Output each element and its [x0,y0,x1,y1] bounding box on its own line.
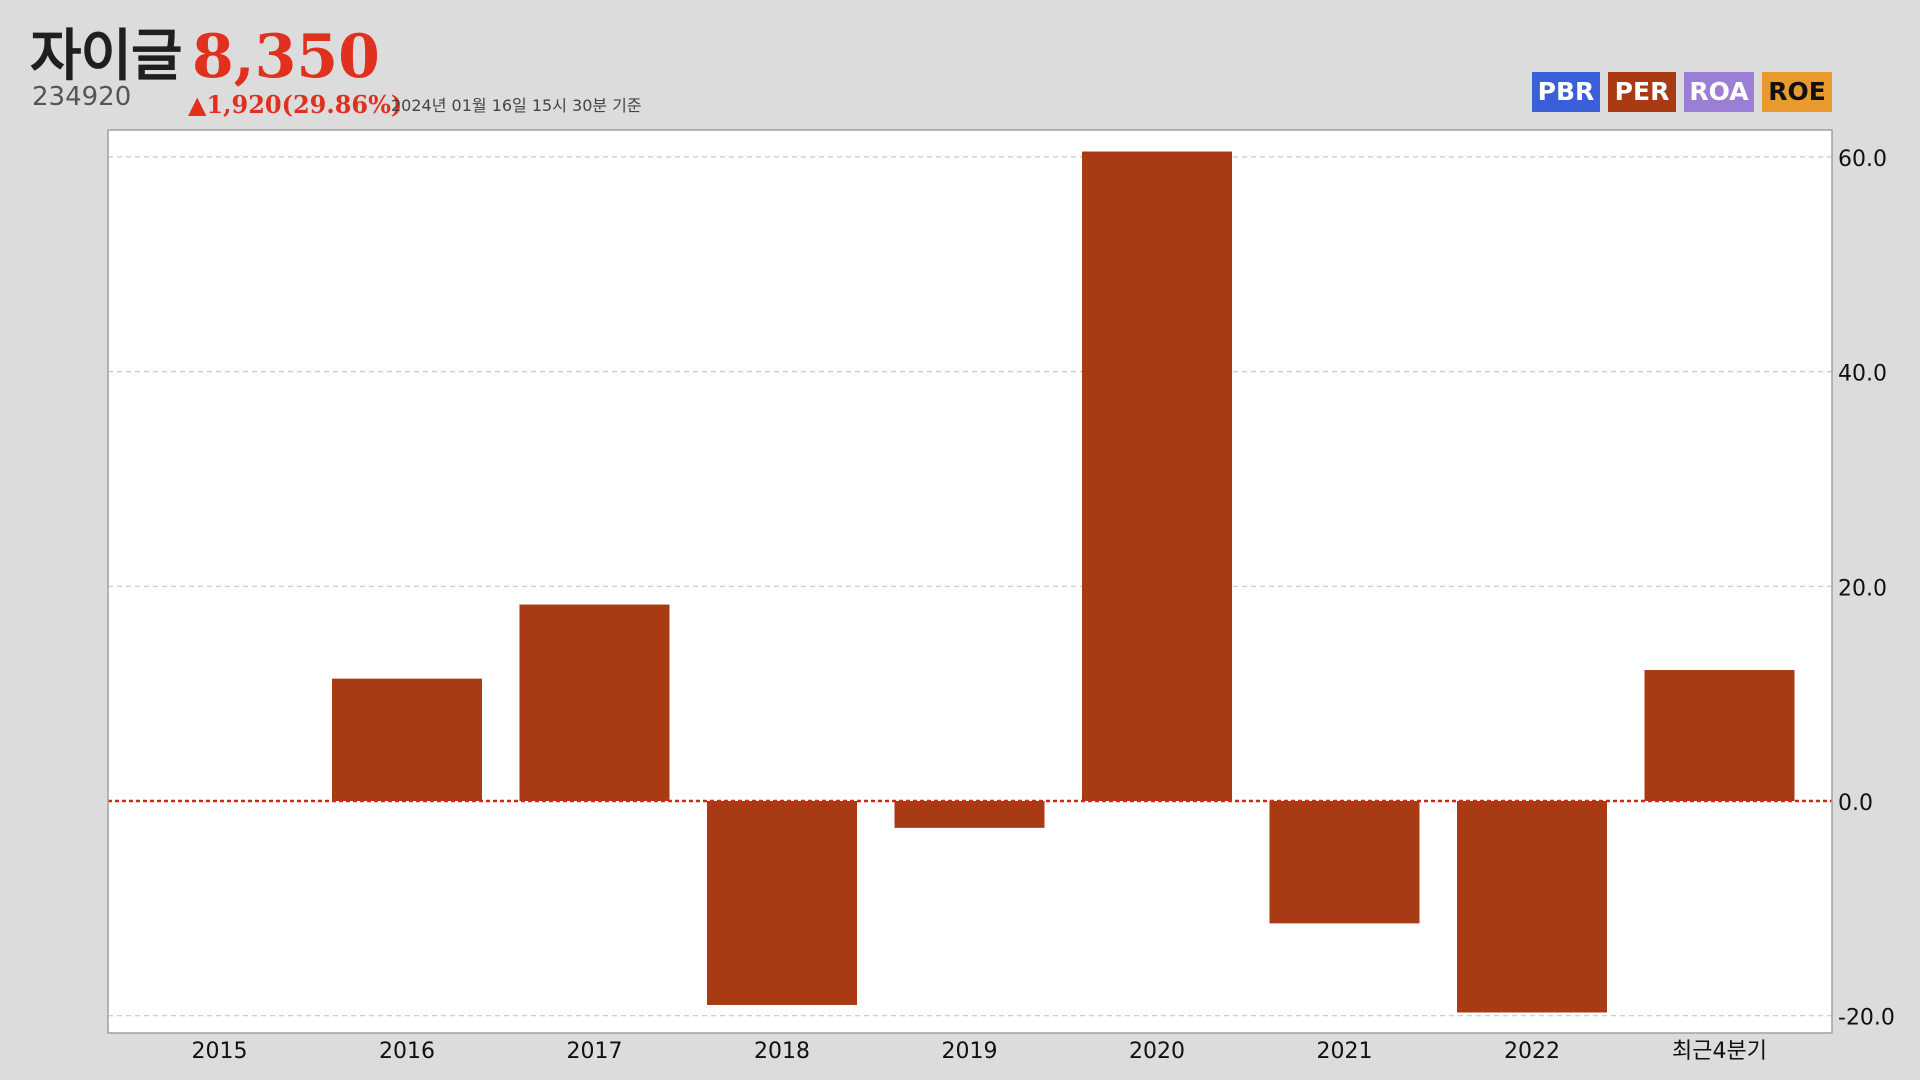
bar [332,678,482,801]
plot-frame [107,129,1833,1034]
bar [1082,151,1232,802]
x-tick-label: 최근4분기 [1672,1039,1767,1064]
x-tick-label: 2020 [1129,1039,1185,1064]
legend-roa-button[interactable]: ROA [1684,72,1754,112]
stock-code: 234920 [32,82,132,112]
y-tick-label: 0.0 [1838,791,1873,816]
y-tick-label: 60.0 [1838,147,1887,172]
legend-pbr-button[interactable]: PBR [1532,72,1600,112]
price-change: ▲1,920(29.86%) [188,90,403,119]
current-price: 8,350 [192,22,380,92]
x-tick-label: 2018 [754,1039,810,1064]
x-tick-label: 2022 [1504,1039,1560,1064]
y-tick-label: -20.0 [1838,1006,1895,1031]
x-tick-label: 2016 [379,1039,435,1064]
x-tick-label: 2017 [567,1039,623,1064]
bar [707,801,857,1005]
bar [519,604,670,801]
legend-per-button[interactable]: PER [1608,72,1676,112]
bar [1269,801,1420,924]
bar [1644,670,1795,801]
bar [1457,801,1607,1013]
x-tick-label: 2019 [942,1039,998,1064]
x-tick-label: 2015 [192,1039,248,1064]
company-name: 자이글 [30,24,183,89]
legend-roe-button[interactable]: ROE [1762,72,1832,112]
as-of-timestamp: 2024년 01월 16일 15시 30분 기준 [391,96,642,115]
bar [894,801,1045,828]
y-tick-label: 20.0 [1838,576,1887,601]
x-tick-label: 2021 [1317,1039,1373,1064]
y-tick-label: 40.0 [1838,362,1887,387]
stock-header: 자이글 8,350 234920 ▲1,920(29.86%) 2024년 01… [0,0,1920,128]
